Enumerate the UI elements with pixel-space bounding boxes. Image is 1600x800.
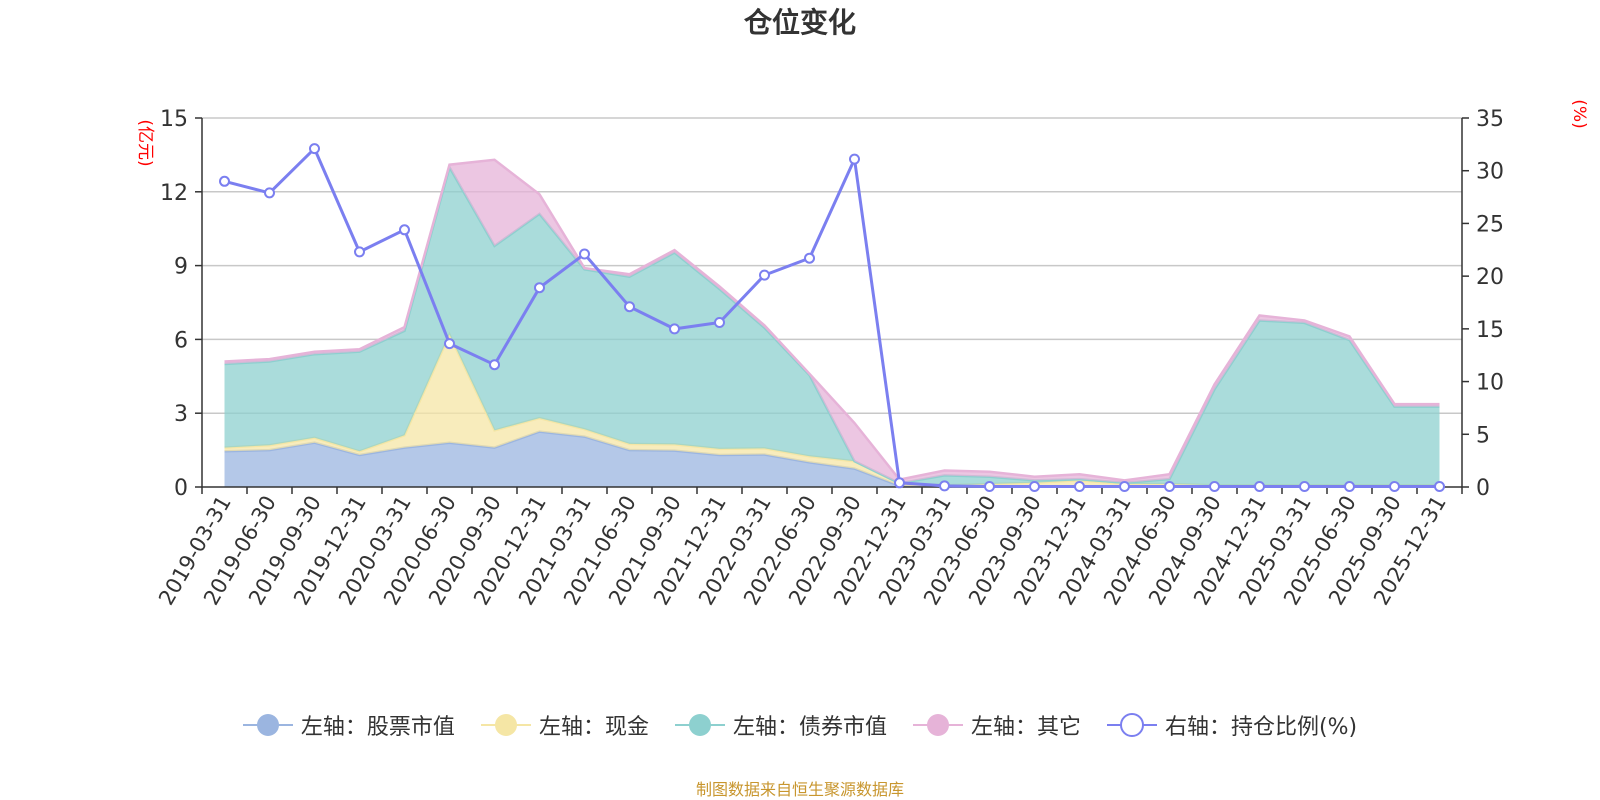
- legend-marker-icon: [912, 714, 963, 736]
- ratio-point: [804, 252, 815, 264]
- ratio-point: [534, 282, 545, 294]
- ratio-point: [669, 323, 680, 335]
- area-1: [224, 431, 1440, 487]
- right-axis-tick-label: 15: [1476, 318, 1504, 343]
- legend-item[interactable]: 左轴：股票市值: [242, 709, 455, 741]
- ratio-point: [219, 175, 230, 187]
- right-axis-tick-label: 35: [1476, 107, 1504, 132]
- ratio-point: [1434, 481, 1445, 492]
- right-axis-tick-label: 10: [1476, 371, 1504, 396]
- legend-item[interactable]: 左轴：现金: [480, 709, 649, 741]
- ratio-point: [264, 187, 275, 199]
- legend-marker-icon: [674, 714, 725, 736]
- legend-marker-icon: [242, 714, 293, 736]
- ratio-point: [1344, 481, 1355, 492]
- ratio-point: [399, 224, 410, 236]
- left-axis-tick-label: 0: [174, 476, 188, 501]
- chart-title: 仓位变化: [744, 6, 856, 39]
- area-2: [224, 334, 1440, 487]
- line-layer: [219, 143, 1445, 492]
- source-note: 制图数据来自恒生聚源数据库: [695, 780, 904, 799]
- right-axis-tick-label: 0: [1476, 476, 1490, 501]
- ratio-point: [624, 301, 635, 313]
- legend: 左轴：股票市值 左轴：现金 左轴：债券市值 左轴：其它 右轴：持仓比例(%): [0, 700, 1600, 750]
- legend-label: 左轴：债券市值: [732, 715, 887, 740]
- legend-marker-icon: [1106, 713, 1157, 737]
- left-axis-tick-label: 12: [160, 181, 188, 206]
- right-axis-unit: (%): [1569, 99, 1589, 128]
- ratio-point: [444, 338, 455, 350]
- ratio-point: [849, 153, 860, 165]
- ratio-point: [939, 480, 950, 492]
- ratio-point: [1074, 481, 1085, 492]
- ratio-point: [579, 248, 590, 260]
- ratio-point: [759, 269, 770, 281]
- ratio-point: [1029, 481, 1040, 492]
- ratio-point: [489, 359, 500, 371]
- legend-label: 右轴：持仓比例(%): [1164, 715, 1358, 740]
- legend-label: 左轴：现金: [538, 715, 649, 740]
- left-axis-tick-label: 6: [174, 328, 188, 353]
- right-axis-tick-label: 20: [1476, 265, 1504, 290]
- legend-dot: [688, 714, 711, 736]
- legend-dot: [926, 714, 949, 736]
- ratio-point: [1254, 481, 1265, 492]
- legend-dot: [256, 714, 279, 736]
- area-edge-4: [224, 158, 1440, 482]
- ratio-point: [894, 477, 905, 489]
- ratio-point: [309, 143, 320, 155]
- ratio-point: [1119, 481, 1130, 492]
- ratio-point: [714, 317, 725, 328]
- legend-dot: [1119, 713, 1144, 737]
- legend-marker-icon: [480, 714, 531, 736]
- left-axis-tick-label: 15: [160, 107, 188, 132]
- left-axis-tick-label: 9: [174, 255, 188, 280]
- ratio-point: [984, 481, 995, 492]
- legend-label: 左轴：其它: [970, 715, 1081, 740]
- ratio-line: [224, 145, 1440, 488]
- legend-label: 左轴：股票市值: [300, 715, 455, 740]
- legend-item[interactable]: 左轴：债券市值: [674, 709, 887, 741]
- legend-item[interactable]: 左轴：其它: [912, 709, 1081, 741]
- area-3: [224, 167, 1440, 486]
- ratio-point: [1299, 481, 1310, 492]
- right-axis-tick-label: 25: [1476, 212, 1504, 237]
- legend-dot: [494, 714, 517, 736]
- ratio-point: [1209, 481, 1220, 492]
- area-layer: [224, 158, 1440, 488]
- left-axis-unit: (亿元): [135, 119, 155, 166]
- ratio-point: [1389, 481, 1400, 492]
- legend-item[interactable]: 右轴：持仓比例(%): [1106, 709, 1358, 741]
- left-axis-tick-label: 3: [174, 402, 188, 427]
- right-axis-tick-label: 30: [1476, 160, 1504, 185]
- right-axis-tick-label: 5: [1476, 423, 1490, 448]
- ratio-point: [354, 246, 365, 258]
- ratio-point: [1164, 481, 1175, 492]
